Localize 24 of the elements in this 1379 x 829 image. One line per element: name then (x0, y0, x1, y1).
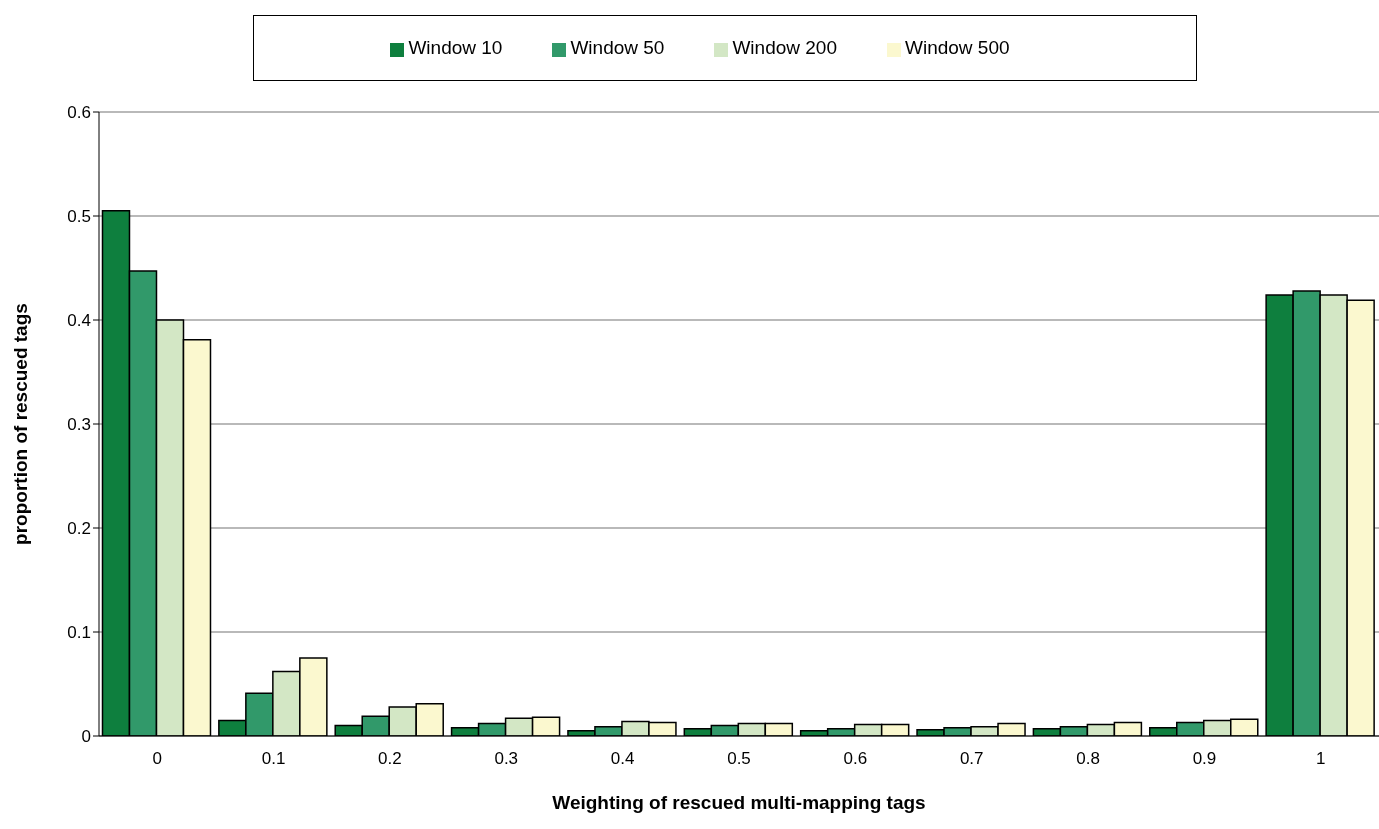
x-tick-label: 0.4 (610, 749, 635, 769)
y-tick-label: 0.3 (67, 415, 91, 435)
y-axis-title: proportion of rescued tags (9, 303, 31, 545)
x-tick-label: 0.7 (959, 749, 984, 769)
y-tick-label: 0.4 (67, 311, 91, 331)
x-tick-label: 0.2 (378, 749, 402, 769)
x-axis-title: Weighting of rescued multi-mapping tags (552, 792, 926, 813)
y-tick-label: 0.6 (67, 103, 91, 123)
x-tick-label: 0.1 (261, 749, 286, 769)
x-tick-label: 0 (152, 749, 162, 769)
x-tick-label: 0.3 (494, 749, 519, 769)
x-tick-label: 0.8 (1076, 749, 1100, 769)
y-tick-label: 0 (81, 727, 91, 747)
x-tick-label: 0.6 (843, 749, 868, 769)
x-tick-label: 0.5 (727, 749, 751, 769)
y-tick-label: 0.2 (67, 519, 91, 539)
legend-label: Window 200 (732, 37, 837, 58)
y-tick-label: 0.5 (67, 207, 91, 227)
legend-label: Window 50 (570, 37, 665, 58)
y-tick-label: 0.1 (67, 623, 91, 643)
legend-label: Window 10 (408, 37, 503, 58)
legend-label: Window 500 (905, 37, 1010, 58)
x-tick-label: 0.9 (1192, 749, 1217, 769)
x-tick-label: 1 (1316, 749, 1326, 769)
